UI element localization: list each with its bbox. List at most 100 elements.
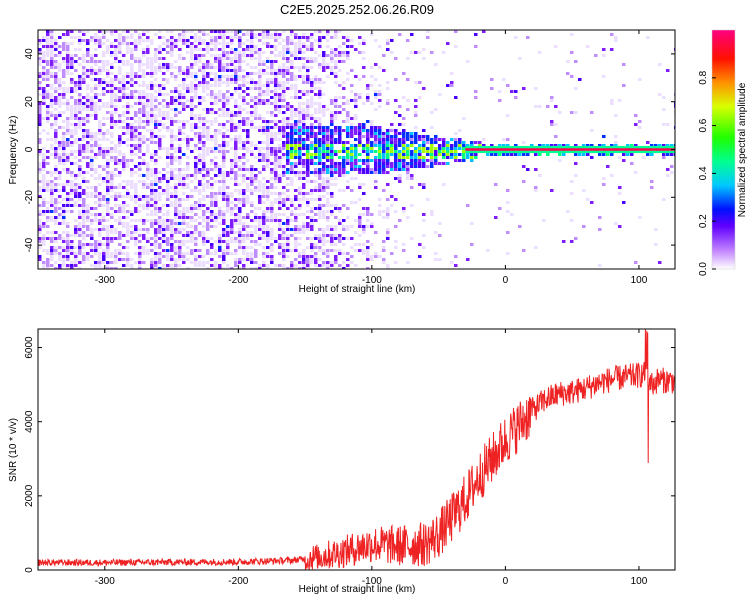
heatmap-cell — [166, 93, 170, 96]
heatmap-cell — [150, 129, 154, 132]
heatmap-cell — [298, 162, 302, 165]
heatmap-cell — [170, 225, 174, 228]
heatmap-cell — [226, 246, 230, 249]
heatmap-cell — [130, 42, 134, 45]
heatmap-cell — [270, 171, 274, 174]
heatmap-cell — [330, 153, 334, 156]
heatmap-cell — [82, 219, 86, 222]
heatmap-cell — [66, 90, 70, 93]
heatmap-cell — [390, 141, 394, 144]
heatmap-cell — [230, 159, 234, 162]
heatmap-cell — [138, 228, 142, 231]
heatmap-cell — [282, 117, 286, 120]
heatmap-cell — [422, 138, 426, 141]
heatmap-cell — [306, 111, 310, 114]
heatmap-cell — [194, 204, 198, 207]
heatmap-cell — [310, 261, 314, 264]
heatmap-cell — [94, 153, 98, 156]
heatmap-cell — [206, 147, 210, 150]
heatmap-cell — [322, 261, 326, 264]
heatmap-cell — [302, 162, 306, 165]
heatmap-cell — [378, 135, 382, 138]
heatmap-cell — [366, 207, 370, 210]
heatmap-cell — [90, 135, 94, 138]
heatmap-cell — [106, 60, 110, 63]
heatmap-cell — [450, 261, 454, 264]
heatmap-cell — [170, 138, 174, 141]
heatmap-cell — [170, 255, 174, 258]
heatmap-cell — [150, 99, 154, 102]
heatmap-cell — [226, 69, 230, 72]
heatmap-cell — [274, 180, 278, 183]
heatmap-cell — [54, 168, 58, 171]
heatmap-cell — [38, 114, 42, 117]
heatmap-cell — [382, 171, 386, 174]
heatmap-cell — [98, 129, 102, 132]
heatmap-cell — [166, 186, 170, 189]
heatmap-cell — [234, 216, 238, 219]
heatmap-cell — [66, 267, 70, 269]
heatmap-cell — [54, 267, 58, 269]
heatmap-cell — [378, 90, 382, 93]
heatmap-cell — [318, 144, 322, 147]
heatmap-cell — [50, 189, 54, 192]
heatmap-cell — [142, 141, 146, 144]
heatmap-cell — [178, 174, 182, 177]
heatmap-cell — [434, 147, 438, 150]
heatmap-cell — [170, 177, 174, 180]
heatmap-cell — [130, 135, 134, 138]
heatmap-cell — [146, 120, 150, 123]
heatmap-cell — [230, 117, 234, 120]
heatmap-cell — [350, 39, 354, 42]
heatmap-cell — [50, 219, 54, 222]
heatmap-cell — [150, 75, 154, 78]
heatmap-cell — [74, 231, 78, 234]
heatmap-cell — [454, 150, 458, 153]
heatmap-cell — [234, 219, 238, 222]
heatmap-cell — [250, 123, 254, 126]
heatmap-cell — [270, 261, 274, 264]
heatmap-cell — [318, 186, 322, 189]
heatmap-cell — [338, 135, 342, 138]
heatmap-cell — [254, 255, 258, 258]
heatmap-cell — [102, 168, 106, 171]
heatmap-cell — [354, 177, 358, 180]
heatmap-cell — [146, 48, 150, 51]
heatmap-cell — [326, 138, 330, 141]
heatmap-cell — [182, 132, 186, 135]
heatmap-cell — [94, 78, 98, 81]
heatmap-cell — [330, 66, 334, 69]
heatmap-cell — [242, 117, 246, 120]
heatmap-cell — [218, 165, 222, 168]
heatmap-cell — [198, 192, 202, 195]
heatmap-cell — [310, 228, 314, 231]
heatmap-cell — [390, 147, 394, 150]
heatmap-cell — [558, 144, 562, 147]
heatmap-cell — [182, 240, 186, 243]
heatmap-cell — [222, 261, 226, 264]
heatmap-cell — [226, 78, 230, 81]
heatmap-cell — [154, 183, 158, 186]
heatmap-cell — [218, 249, 222, 252]
heatmap-cell — [94, 48, 98, 51]
heatmap-cell — [114, 252, 118, 255]
heatmap-cell — [114, 39, 118, 42]
heatmap-cell — [238, 78, 242, 81]
heatmap-cell — [406, 150, 410, 153]
heatmap-cell — [334, 183, 338, 186]
heatmap-cell — [174, 240, 178, 243]
heatmap-cell — [218, 99, 222, 102]
heatmap-cell — [238, 93, 242, 96]
heatmap-cell — [138, 261, 142, 264]
heatmap-cell — [298, 138, 302, 141]
heatmap-cell — [54, 141, 58, 144]
heatmap-cell — [302, 114, 306, 117]
heatmap-cell — [210, 39, 214, 42]
heatmap-cell — [58, 54, 62, 57]
heatmap-cell — [214, 120, 218, 123]
heatmap-cell — [50, 147, 54, 150]
heatmap-cell — [190, 90, 194, 93]
x-tick-label: 0 — [503, 576, 509, 587]
heatmap-cell — [214, 180, 218, 183]
heatmap-cell — [406, 144, 410, 147]
